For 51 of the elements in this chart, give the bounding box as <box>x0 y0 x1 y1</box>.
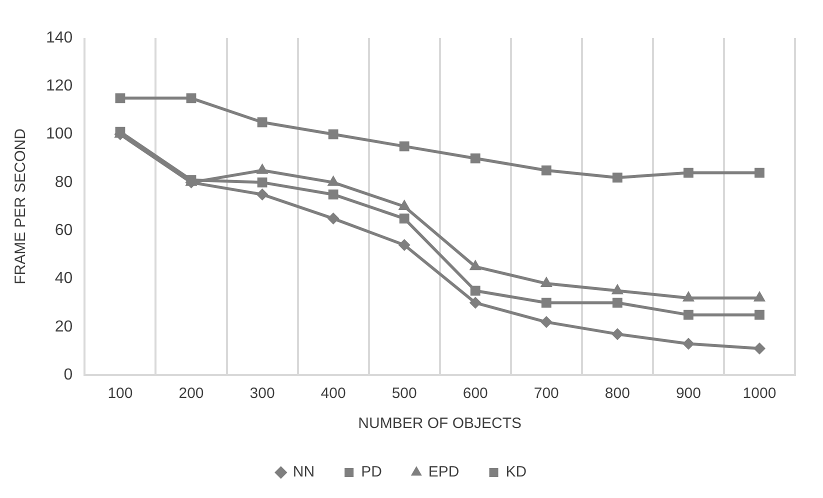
point <box>541 298 552 308</box>
y-tick-label: 140 <box>46 29 73 46</box>
point <box>257 117 268 128</box>
point <box>684 310 694 320</box>
x-tick-label: 200 <box>178 385 204 402</box>
point <box>611 328 624 340</box>
x-tick-label: 900 <box>676 385 701 402</box>
point <box>186 93 196 104</box>
legend-label: PD <box>361 464 382 481</box>
point <box>684 168 694 178</box>
x-tick-label: 400 <box>320 385 346 402</box>
y-axis-title: FRAME PER SECOND <box>12 128 30 284</box>
point <box>256 188 268 200</box>
point <box>328 129 338 140</box>
point <box>540 276 552 288</box>
x-tick-label: 600 <box>462 385 488 402</box>
point <box>469 296 482 309</box>
y-tick-label: 100 <box>46 126 73 143</box>
point <box>327 212 340 225</box>
point <box>399 214 410 224</box>
x-tick-label: 700 <box>534 385 559 402</box>
x-tick-label: 100 <box>108 385 133 402</box>
y-tick-label: 0 <box>64 366 73 384</box>
point <box>115 93 126 104</box>
point <box>470 286 480 296</box>
point <box>612 172 622 183</box>
point <box>753 342 766 355</box>
legend-label: NN <box>292 464 315 481</box>
point <box>754 310 764 320</box>
point <box>612 298 622 308</box>
y-tick-label: 20 <box>54 318 73 336</box>
y-tick-label: 80 <box>54 174 73 191</box>
x-axis-title: NUMBER OF OBJECTS <box>358 415 522 432</box>
x-tick-label: 500 <box>392 385 417 402</box>
point <box>754 168 764 178</box>
legend-label: KD <box>506 464 527 481</box>
point <box>398 239 410 252</box>
point <box>682 338 694 350</box>
point <box>399 141 410 152</box>
y-tick-label: 60 <box>54 222 73 239</box>
x-tick-label: 1000 <box>742 385 776 402</box>
point <box>470 153 480 164</box>
x-tick-label: 800 <box>604 385 630 402</box>
x-tick-label: 300 <box>250 385 275 402</box>
legend-label: EPD <box>428 464 460 481</box>
y-tick-label: 120 <box>46 78 73 95</box>
point <box>540 316 552 328</box>
point <box>328 190 338 200</box>
y-tick-label: 40 <box>54 270 73 288</box>
point <box>541 165 552 176</box>
point <box>257 177 268 188</box>
